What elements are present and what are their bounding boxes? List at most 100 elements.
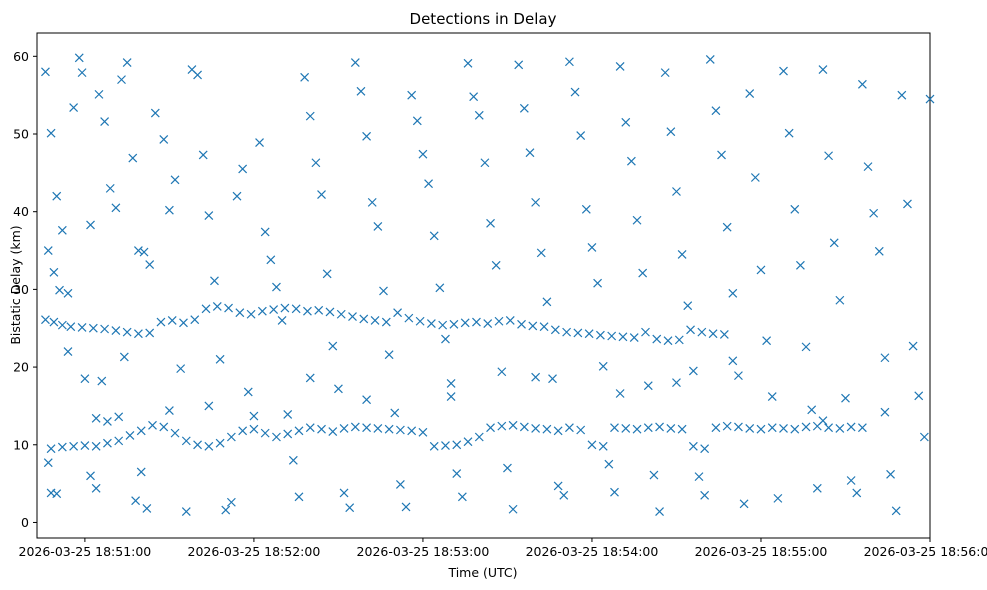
data-point xyxy=(581,204,591,214)
data-point xyxy=(919,432,929,442)
x-tick-label: 2026-03-25 18:56:00 xyxy=(864,544,987,559)
data-point xyxy=(176,364,186,374)
data-point xyxy=(164,205,174,215)
data-point xyxy=(159,422,169,432)
data-point xyxy=(542,297,552,307)
data-point xyxy=(401,502,411,512)
data-point xyxy=(393,308,403,318)
data-point xyxy=(97,376,107,386)
data-point xyxy=(91,413,101,423)
data-point xyxy=(336,309,346,319)
data-point xyxy=(221,505,231,515)
data-point xyxy=(201,304,211,314)
data-point xyxy=(249,411,259,421)
data-point xyxy=(238,164,248,174)
data-point xyxy=(359,314,369,324)
data-point xyxy=(133,246,143,255)
data-point xyxy=(857,423,867,433)
data-point xyxy=(841,393,850,403)
data-point xyxy=(379,286,388,296)
data-point xyxy=(641,327,650,337)
data-point xyxy=(243,387,253,397)
data-point xyxy=(649,470,659,480)
data-point xyxy=(226,497,236,507)
data-point xyxy=(677,249,687,259)
data-point xyxy=(384,350,394,360)
data-point xyxy=(125,431,135,440)
data-point xyxy=(91,441,101,451)
data-point xyxy=(745,424,755,433)
data-point xyxy=(700,490,710,500)
data-point xyxy=(824,423,834,433)
data-point xyxy=(812,483,822,493)
data-point xyxy=(548,374,557,384)
data-point xyxy=(880,407,890,417)
data-point xyxy=(880,353,890,363)
data-point xyxy=(790,204,800,214)
data-point xyxy=(903,199,912,209)
data-point xyxy=(660,68,670,78)
data-point xyxy=(818,416,828,426)
data-point xyxy=(94,89,104,99)
data-point xyxy=(643,423,653,433)
data-point xyxy=(734,371,743,381)
data-point xyxy=(711,106,721,116)
data-point xyxy=(553,481,563,491)
data-point xyxy=(370,316,380,325)
data-point xyxy=(114,436,124,446)
data-point xyxy=(587,440,597,450)
data-point xyxy=(531,372,541,382)
data-point xyxy=(818,65,828,74)
data-point xyxy=(66,322,76,332)
data-point xyxy=(105,183,115,193)
data-point xyxy=(562,327,572,337)
data-point xyxy=(514,60,524,70)
data-point xyxy=(246,309,256,319)
data-point xyxy=(446,392,456,402)
data-point xyxy=(576,425,586,435)
data-point xyxy=(339,424,349,433)
data-point xyxy=(181,436,191,446)
data-point xyxy=(333,384,343,394)
y-tick-label: 50 xyxy=(13,127,29,142)
y-tick-label: 0 xyxy=(21,515,29,530)
data-point xyxy=(739,499,749,509)
data-point xyxy=(621,117,631,127)
data-point xyxy=(536,248,546,258)
data-point xyxy=(226,432,236,442)
data-point xyxy=(114,412,124,422)
data-point xyxy=(801,422,811,432)
data-point xyxy=(587,243,597,252)
data-point xyxy=(277,316,287,325)
data-point xyxy=(415,316,425,326)
data-point xyxy=(497,367,507,377)
data-point xyxy=(145,260,155,269)
data-point xyxy=(100,117,110,126)
data-point xyxy=(193,70,202,80)
data-point xyxy=(348,312,357,322)
data-point xyxy=(621,424,631,433)
data-point xyxy=(362,131,372,141)
data-point xyxy=(666,424,676,433)
data-point xyxy=(41,67,50,77)
data-point xyxy=(576,131,586,140)
data-point xyxy=(767,423,777,433)
data-point xyxy=(570,87,580,97)
data-point xyxy=(472,317,481,327)
data-point xyxy=(74,53,84,63)
data-point xyxy=(350,58,360,67)
data-point xyxy=(728,356,738,366)
data-point xyxy=(666,127,676,137)
data-point xyxy=(474,110,484,120)
data-point xyxy=(91,483,101,493)
y-tick-label: 60 xyxy=(13,49,29,64)
x-tick-label: 2026-03-25 18:52:00 xyxy=(188,544,321,559)
data-point xyxy=(291,304,301,314)
data-point xyxy=(325,307,335,317)
data-point xyxy=(531,424,541,433)
data-point xyxy=(418,149,428,159)
data-point xyxy=(283,429,293,439)
data-point xyxy=(156,317,166,327)
data-point xyxy=(300,72,310,82)
